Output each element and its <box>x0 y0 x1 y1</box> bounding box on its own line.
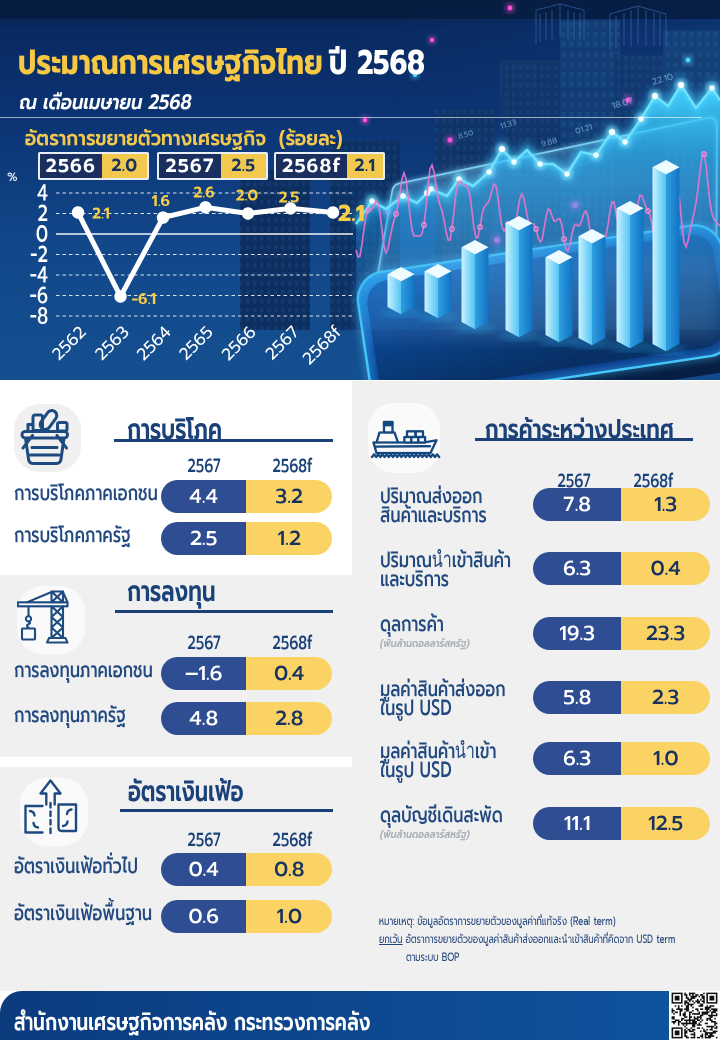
svg-text:-8: -8 <box>30 299 48 334</box>
svg-text:2: 2 <box>37 196 47 231</box>
svg-text:0: 0 <box>36 217 48 252</box>
svg-text:-6.1: -6.1 <box>132 287 157 311</box>
svg-text:2.1: 2.1 <box>92 202 110 226</box>
svg-text:2.5: 2.5 <box>279 186 300 210</box>
svg-text:11.33: 11.33 <box>499 117 518 133</box>
svg-text:2.6: 2.6 <box>193 181 215 205</box>
svg-text:-6: -6 <box>29 278 47 313</box>
svg-text:8.50: 8.50 <box>457 128 475 143</box>
svg-text:22.10: 22.10 <box>650 69 675 88</box>
svg-text:2562: 2562 <box>46 320 93 367</box>
svg-text:2564: 2564 <box>131 320 178 367</box>
svg-text:9.88: 9.88 <box>540 135 559 151</box>
svg-text:2566: 2566 <box>216 320 263 367</box>
svg-text:2563: 2563 <box>89 320 135 366</box>
svg-text:2.1: 2.1 <box>338 196 364 231</box>
svg-text:-4: -4 <box>30 258 49 293</box>
svg-text:2568f: 2568f <box>297 320 349 372</box>
svg-text:01.21: 01.21 <box>574 121 594 137</box>
svg-text:2.0: 2.0 <box>236 184 259 208</box>
svg-text:4: 4 <box>37 180 48 211</box>
svg-text:-2: -2 <box>30 237 48 272</box>
svg-text:18.07: 18.07 <box>610 93 635 112</box>
svg-text:1.6: 1.6 <box>152 189 171 213</box>
svg-text:2565: 2565 <box>173 320 219 366</box>
svg-text:2567: 2567 <box>260 320 306 366</box>
